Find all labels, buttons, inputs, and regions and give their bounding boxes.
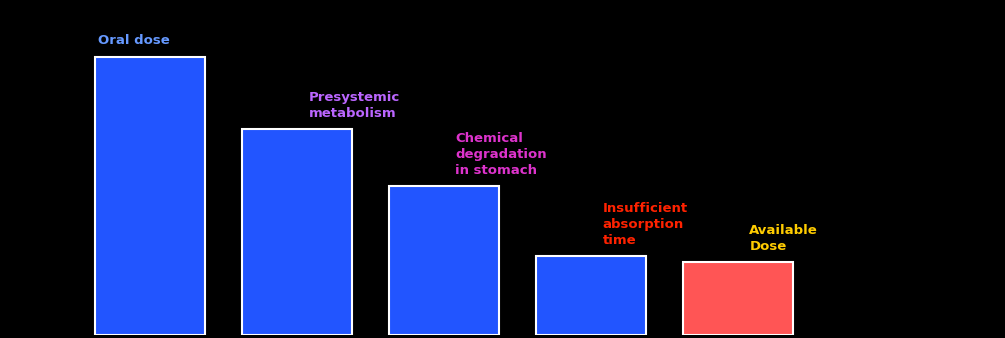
FancyBboxPatch shape (682, 262, 793, 335)
Text: Chemical
degradation
in stomach: Chemical degradation in stomach (455, 132, 547, 177)
FancyBboxPatch shape (241, 129, 352, 335)
FancyBboxPatch shape (94, 56, 205, 335)
Text: Available
Dose: Available Dose (750, 224, 818, 253)
Text: Presystemic
metabolism: Presystemic metabolism (309, 91, 400, 120)
Text: Oral dose: Oral dose (98, 34, 170, 47)
FancyBboxPatch shape (536, 256, 646, 335)
FancyBboxPatch shape (389, 187, 498, 335)
Text: Insufficient
absorption
time: Insufficient absorption time (602, 201, 687, 246)
